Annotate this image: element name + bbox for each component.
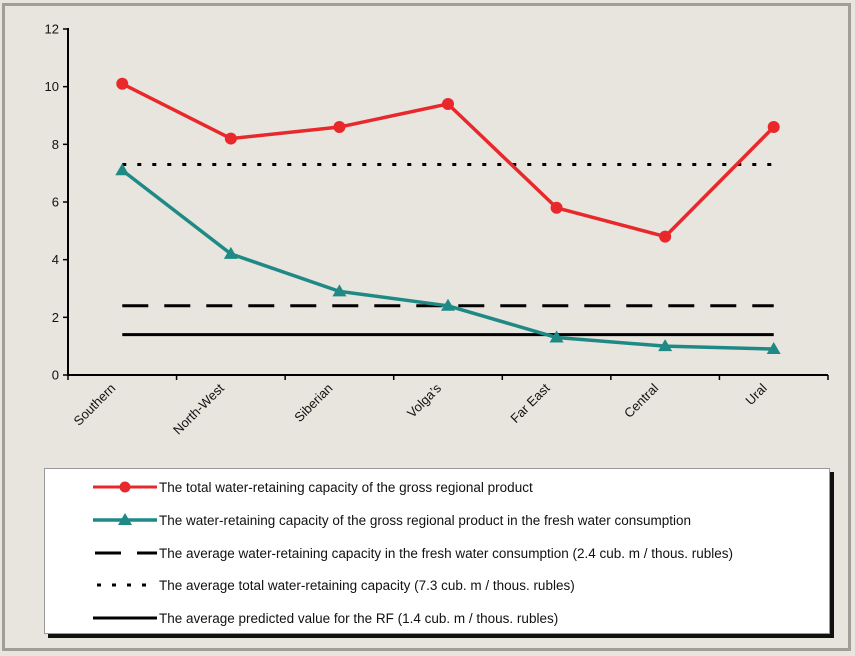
y-tick-label: 8 (52, 137, 59, 152)
legend-symbol-red-circle-line (91, 477, 157, 497)
y-tick-label: 0 (52, 368, 59, 383)
legend-label: The average predicted value for the RF (… (159, 610, 559, 626)
x-tick-label: North-West (170, 380, 227, 437)
data-point-circle (550, 201, 563, 214)
data-point-triangle (332, 284, 347, 297)
data-point-circle (442, 97, 454, 110)
data-point-triangle (658, 339, 673, 352)
x-tick-label: Southern (70, 381, 118, 429)
data-point-circle (116, 77, 129, 90)
x-tick-label: Ural (742, 380, 770, 408)
y-tick-label: 4 (52, 252, 59, 267)
data-point-triangle (549, 330, 564, 343)
data-point-circle (224, 132, 237, 145)
legend-label: The total water-retaining capacity of th… (159, 479, 533, 495)
y-tick-label: 2 (52, 310, 59, 325)
legend-label: The average water-retaining capacity in … (159, 545, 734, 561)
y-tick-label: 10 (45, 79, 59, 94)
data-point-triangle (766, 342, 781, 355)
legend-symbol-dotted-line (91, 575, 157, 595)
chart-frame (2, 3, 851, 651)
data-point-triangle (223, 246, 238, 259)
data-point-circle (659, 230, 672, 243)
y-tick-label: 12 (45, 22, 59, 37)
legend-symbol-dashed-line (91, 543, 157, 563)
legend-item-avg-predicted: The average predicted value for the RF (… (91, 608, 558, 628)
legend-label: The average total water-retaining capaci… (159, 577, 575, 593)
series-line-1 (121, 168, 774, 351)
legend-label: The water-retaining capacity of the gros… (159, 512, 692, 528)
legend-item-fresh-water-capacity: The water-retaining capacity of the gros… (91, 510, 691, 530)
x-tick-label: Volga’s (404, 380, 444, 420)
x-tick-label: Far East (507, 380, 553, 426)
data-point-triangle (441, 298, 455, 311)
series-layer (115, 77, 781, 355)
legend-symbol-solid-line (91, 608, 157, 628)
legend-item-avg-total: The average total water-retaining capaci… (91, 575, 575, 595)
legend: The total water-retaining capacity of th… (44, 468, 830, 634)
data-point-circle (767, 121, 780, 134)
axes: 0 2 4 6 8 10 12 Southern North-West Siberian Volga… (45, 22, 829, 437)
y-tick-label: 6 (52, 195, 59, 210)
x-tick-label: Central (621, 380, 661, 420)
data-point-circle (333, 121, 346, 134)
legend-symbol-teal-triangle-line (91, 510, 157, 530)
data-point-triangle (115, 163, 130, 176)
x-tick-label: Siberian (291, 381, 335, 425)
legend-item-total-capacity: The total water-retaining capacity of th… (91, 477, 533, 497)
legend-item-avg-fresh-water: The average water-retaining capacity in … (91, 543, 733, 563)
